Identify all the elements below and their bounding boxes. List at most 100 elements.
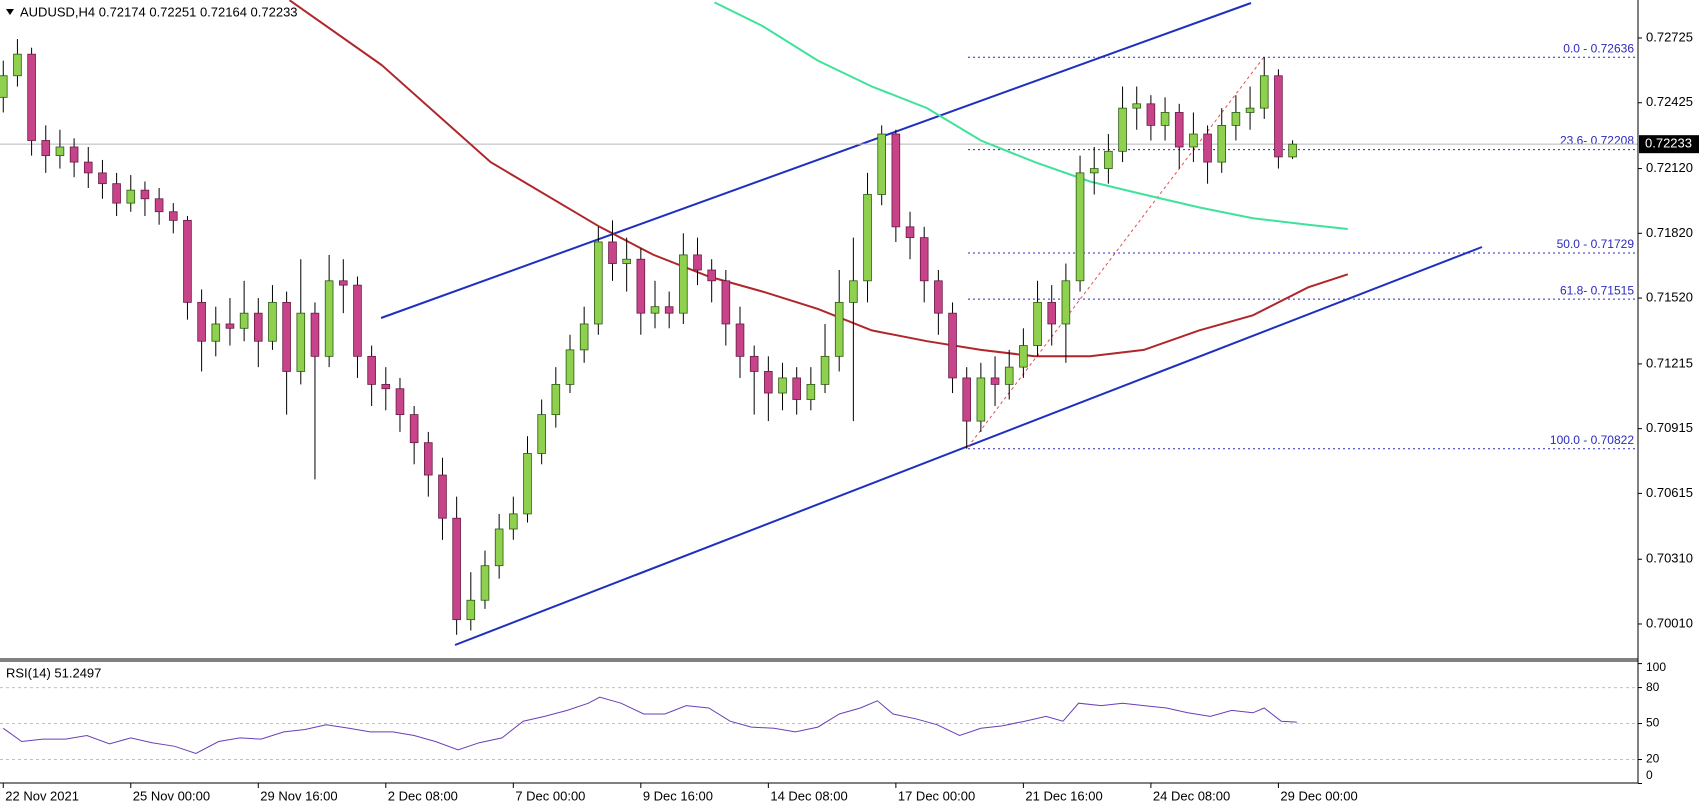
rsi-title: RSI(14) 51.2497: [6, 665, 101, 680]
candle-body: [608, 241, 617, 264]
candle-body: [466, 599, 476, 621]
candle-body: [551, 384, 561, 416]
candle-body: [1245, 107, 1255, 113]
candle-body: [1004, 366, 1014, 385]
candle-body: [537, 414, 546, 454]
candle-body: [268, 301, 277, 342]
candle-body: [494, 528, 504, 567]
moving-average: [714, 1, 1348, 230]
y-tick-label: 50: [1646, 716, 1660, 730]
candle-body: [849, 280, 858, 303]
y-tick-label: 20: [1646, 752, 1660, 766]
candle-body: [1203, 133, 1212, 163]
y-tick-label: 0.71215: [1646, 355, 1693, 370]
candle-body: [749, 355, 759, 372]
candle-body: [1259, 75, 1269, 109]
rsi-line: [3, 696, 1297, 755]
y-tick-label: 0.71820: [1646, 225, 1693, 240]
candle-body: [438, 474, 447, 519]
candle-body: [820, 355, 830, 385]
candle-body: [154, 198, 164, 213]
y-tick-label: 100: [1646, 660, 1666, 674]
y-tick-label: 0.72120: [1646, 160, 1693, 175]
candle-body: [1231, 112, 1241, 126]
fib-label: 61.8- 0.71515: [1560, 283, 1634, 297]
main-panel: 0.0 - 0.72636 23.6- 0.72208 50.0 - 0.71729…: [0, 0, 1638, 646]
candle-body: [126, 189, 136, 204]
candle-body: [55, 146, 65, 157]
x-tick-label: 7 Dec 00:00: [515, 788, 585, 803]
candle-body: [197, 301, 206, 342]
current-price-label: 0.72233: [1645, 136, 1692, 151]
moving-average: [288, 0, 1349, 358]
candle-body: [112, 183, 121, 204]
candle-body: [565, 349, 575, 385]
candle-body: [962, 377, 972, 422]
candle-body: [282, 301, 291, 372]
candle-body: [948, 312, 957, 379]
rsi-panel: [0, 687, 1638, 761]
candle-body: [211, 323, 221, 342]
chart-title: AUDUSD,H4 0.72174 0.72251 0.72164 0.7223…: [20, 4, 298, 19]
candle-body: [140, 189, 150, 200]
candle-body: [480, 565, 490, 601]
candle-body: [1019, 345, 1028, 368]
x-tick-label: 22 Nov 2021: [5, 788, 79, 803]
candle-body: [353, 284, 362, 357]
candle-body: [183, 219, 192, 303]
candle-body: [395, 388, 405, 416]
candle-body: [778, 377, 787, 394]
current-price-box: [1639, 135, 1699, 154]
upper-trend-line: [380, 2, 1252, 319]
x-tick-label: 21 Dec 16:00: [1025, 788, 1102, 803]
candle-body: [905, 226, 915, 239]
candle-body: [509, 513, 518, 530]
candle-body: [296, 312, 306, 372]
candle-body: [1104, 150, 1113, 169]
candle-body: [579, 323, 589, 351]
fib-trend-line: [967, 56, 1265, 448]
x-tick-label: 2 Dec 08:00: [388, 788, 458, 803]
candle-body: [834, 301, 844, 357]
x-tick-label: 29 Dec 00:00: [1280, 788, 1357, 803]
candle-body: [83, 161, 93, 174]
y-tick-label: 0.70010: [1646, 615, 1693, 630]
candle-body: [664, 306, 674, 314]
y-tick-label: 0.70310: [1646, 551, 1693, 566]
candle-body: [239, 312, 249, 329]
candle-body: [1047, 301, 1057, 325]
fib-label: 50.0 - 0.71729: [1557, 237, 1635, 251]
collapse-triangle: [6, 9, 14, 15]
candle-body: [1160, 112, 1170, 126]
candle-body: [1132, 103, 1142, 109]
x-tick-label: 14 Dec 08:00: [770, 788, 847, 803]
candle-body: [636, 258, 646, 314]
x-tick-label: 17 Dec 00:00: [898, 788, 975, 803]
candle-body: [764, 371, 773, 394]
candle-body: [1033, 301, 1042, 346]
candle-body: [253, 312, 263, 342]
candle-body: [1089, 168, 1099, 174]
candle-body: [0, 75, 8, 98]
candle-body: [792, 377, 801, 400]
candle-body: [1061, 280, 1071, 325]
y-tick-label: 0.70915: [1646, 420, 1693, 435]
y-tick-label: 0.71520: [1646, 290, 1693, 305]
candle-body: [409, 414, 419, 444]
candle-body: [650, 306, 660, 314]
candle-body: [693, 254, 702, 271]
candle-body: [735, 323, 745, 357]
candle-body: [891, 133, 901, 228]
candle-body: [41, 140, 51, 157]
candle-body: [381, 384, 391, 390]
candle-body: [452, 517, 461, 621]
fib-label: 100.0 - 0.70822: [1550, 433, 1634, 447]
candle-body: [13, 53, 22, 77]
fib-label: 23.6- 0.72208: [1560, 134, 1634, 148]
candle-body: [990, 377, 1000, 385]
candle-body: [1288, 143, 1297, 158]
candle-body: [27, 53, 36, 141]
candle-body: [168, 211, 178, 221]
candle-body: [1274, 75, 1283, 158]
